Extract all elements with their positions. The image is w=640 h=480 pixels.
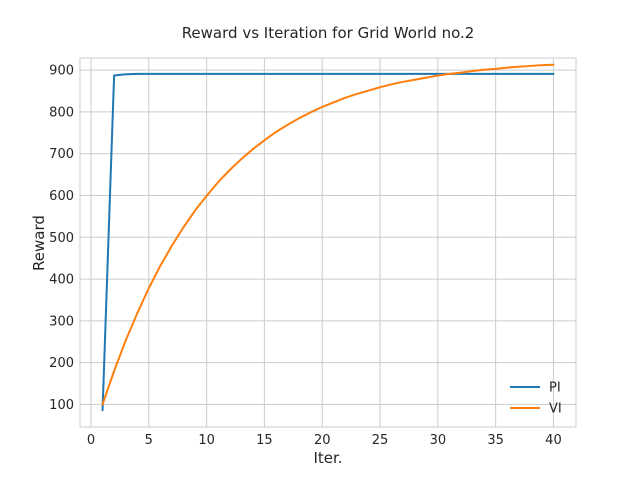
- y-tick-label: 300: [49, 314, 74, 329]
- x-tick-label: 10: [198, 433, 215, 448]
- x-tick-labels: 0 5 10 15 20 25 30 35 40: [87, 433, 562, 448]
- x-tick-label: 25: [372, 433, 389, 448]
- y-tick-label: 700: [49, 147, 74, 162]
- y-tick-label: 400: [49, 273, 74, 288]
- legend: PI VI: [510, 381, 562, 417]
- series-line-vi: [101, 63, 555, 406]
- y-tick-label: 900: [49, 64, 74, 79]
- plot-frame: [79, 57, 577, 428]
- y-tick-labels: 100 200 300 400 500 600 700 800 900: [49, 64, 74, 413]
- x-tick-label: 0: [87, 433, 95, 448]
- y-tick-label: 800: [49, 105, 74, 120]
- x-tick-label: 30: [430, 433, 447, 448]
- x-tick-label: 40: [545, 433, 562, 448]
- y-tick-label: 500: [49, 231, 74, 246]
- y-tick-label: 600: [49, 189, 74, 204]
- x-tick-label: 20: [314, 433, 331, 448]
- y-tick-label: 200: [49, 356, 74, 371]
- y-axis-label: Reward: [30, 215, 48, 271]
- y-tick-label: 100: [49, 398, 74, 413]
- series-lines: [101, 63, 555, 412]
- legend-label-vi: VI: [549, 402, 562, 417]
- series-line-pi: [101, 72, 555, 412]
- x-axis-label: Iter.: [313, 449, 342, 467]
- x-tick-label: 15: [256, 433, 273, 448]
- gridlines: [80, 58, 576, 427]
- x-tick-label: 5: [145, 433, 153, 448]
- legend-label-pi: PI: [549, 381, 561, 396]
- chart-title: Reward vs Iteration for Grid World no.2: [182, 24, 475, 42]
- x-tick-label: 35: [487, 433, 504, 448]
